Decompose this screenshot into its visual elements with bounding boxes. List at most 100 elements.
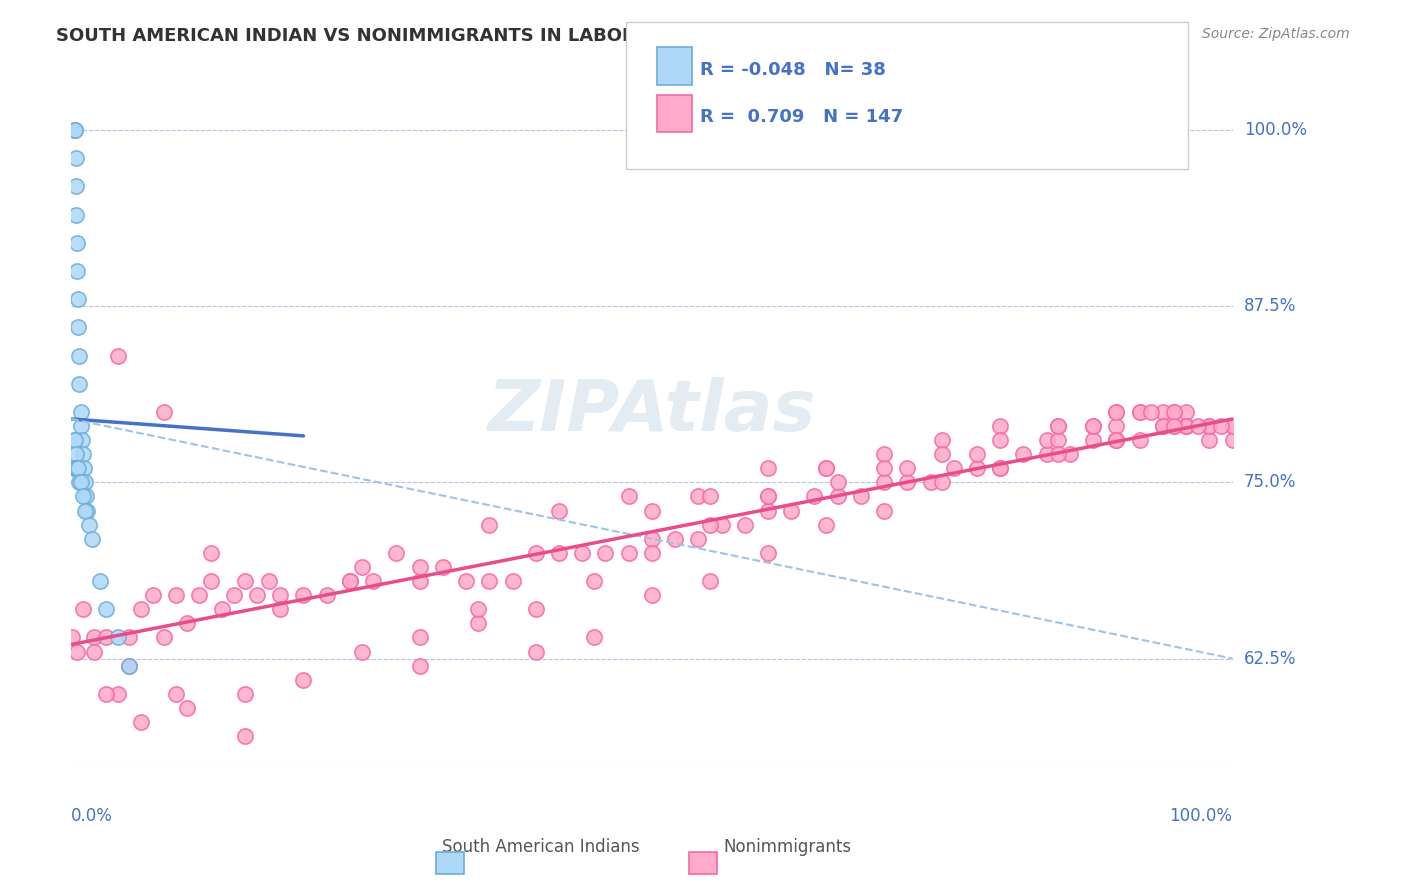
Point <box>1047 447 1070 461</box>
Point <box>65 151 87 165</box>
Point <box>235 729 257 743</box>
Point <box>548 546 571 560</box>
Point <box>931 447 953 461</box>
Point <box>235 574 257 588</box>
Text: R = -0.048   N= 38: R = -0.048 N= 38 <box>700 61 886 78</box>
Text: R =  0.709   N = 147: R = 0.709 N = 147 <box>700 108 903 126</box>
Point <box>66 264 89 278</box>
Point <box>75 490 97 504</box>
Point <box>129 602 152 616</box>
Point <box>1059 447 1081 461</box>
Point <box>62 433 84 447</box>
Point <box>873 461 896 475</box>
Point <box>1198 433 1220 447</box>
Point <box>83 631 105 645</box>
Point <box>62 123 84 137</box>
Point <box>641 503 664 517</box>
Point <box>1105 433 1128 447</box>
Point <box>75 503 97 517</box>
Point <box>478 517 501 532</box>
Point <box>582 631 605 645</box>
Point <box>118 658 141 673</box>
Point <box>107 349 129 363</box>
Point <box>664 532 686 546</box>
Point <box>200 574 222 588</box>
Point <box>1222 433 1244 447</box>
Point <box>67 292 90 306</box>
Point <box>756 546 779 560</box>
Point <box>83 644 105 658</box>
Point <box>1083 419 1105 434</box>
Text: 100.0%: 100.0% <box>1244 121 1306 139</box>
Point <box>942 461 965 475</box>
Point <box>524 546 547 560</box>
Point <box>408 658 430 673</box>
Point <box>361 574 384 588</box>
Point <box>350 560 373 574</box>
Point <box>756 490 779 504</box>
Point <box>1105 419 1128 434</box>
Point <box>1222 419 1244 434</box>
Point <box>524 644 547 658</box>
Point <box>269 602 291 616</box>
Point <box>688 490 710 504</box>
Point <box>988 419 1011 434</box>
Point <box>69 475 91 490</box>
Point <box>699 574 721 588</box>
Point <box>246 588 269 602</box>
Point <box>69 405 91 419</box>
Text: 87.5%: 87.5% <box>1244 297 1296 315</box>
Point <box>595 546 617 560</box>
Point <box>94 602 117 616</box>
Point <box>1152 419 1174 434</box>
Point <box>1198 419 1220 434</box>
Point <box>65 179 87 194</box>
Point <box>269 588 291 602</box>
Point <box>827 475 849 490</box>
Point <box>63 123 86 137</box>
Point <box>65 208 87 222</box>
Point <box>467 602 489 616</box>
Text: Nonimmigrants: Nonimmigrants <box>723 838 852 856</box>
Point <box>1163 405 1185 419</box>
Point <box>710 517 733 532</box>
Point <box>849 490 872 504</box>
Point <box>76 503 98 517</box>
Point <box>548 503 571 517</box>
Text: 62.5%: 62.5% <box>1244 649 1296 667</box>
Point <box>176 616 198 631</box>
Point <box>73 461 96 475</box>
Point <box>82 532 104 546</box>
Text: ZIPAtlas: ZIPAtlas <box>488 377 815 446</box>
Point <box>699 517 721 532</box>
Point <box>107 687 129 701</box>
Point <box>72 447 94 461</box>
Point <box>582 574 605 588</box>
Point <box>432 560 454 574</box>
Point <box>165 588 187 602</box>
Point <box>141 588 163 602</box>
Point <box>966 447 988 461</box>
Point <box>200 546 222 560</box>
Point <box>65 461 87 475</box>
Point <box>1105 433 1128 447</box>
Point <box>66 461 89 475</box>
Point <box>350 644 373 658</box>
Point <box>67 475 90 490</box>
Point <box>827 490 849 504</box>
Point <box>66 644 89 658</box>
Point <box>1209 419 1232 434</box>
Point <box>165 687 187 701</box>
Point <box>454 574 477 588</box>
Point <box>1187 419 1209 434</box>
Point <box>1047 433 1070 447</box>
Point <box>408 560 430 574</box>
Point <box>815 517 838 532</box>
Point <box>1012 447 1035 461</box>
Point <box>873 475 896 490</box>
Point <box>641 532 664 546</box>
Point <box>815 461 838 475</box>
Point <box>1152 405 1174 419</box>
Point <box>524 602 547 616</box>
Point <box>873 447 896 461</box>
